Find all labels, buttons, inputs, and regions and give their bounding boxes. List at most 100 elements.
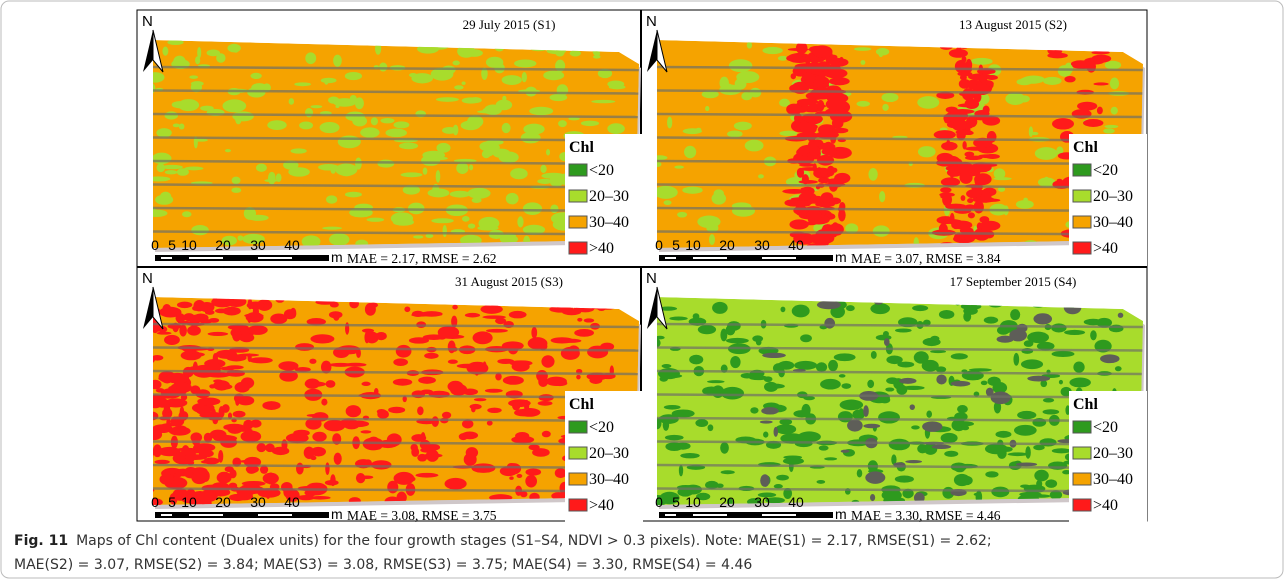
scale-label: 5 <box>672 494 680 510</box>
legend-swatch <box>568 215 588 229</box>
crop-patch <box>337 135 361 149</box>
crop-patch <box>250 72 262 80</box>
scale-gap <box>693 514 727 516</box>
crop-patch <box>763 431 769 438</box>
scale-label: 20 <box>719 494 735 510</box>
crop-patch <box>309 495 331 500</box>
field <box>657 40 1143 248</box>
crop-patch <box>991 486 1010 498</box>
crop-patch <box>413 235 424 239</box>
crop-patch <box>411 434 427 442</box>
crop-patch <box>364 331 370 344</box>
crop-patch <box>707 380 725 384</box>
scale-gap <box>161 514 172 516</box>
crop-patch <box>380 117 395 124</box>
crop-patch <box>817 124 837 135</box>
crop-patch <box>179 324 187 337</box>
crop-patch <box>398 142 419 150</box>
crop-patch <box>199 411 223 419</box>
crop-patch <box>917 96 940 109</box>
crop-patch <box>226 354 247 362</box>
crop-patch <box>499 234 519 244</box>
crop-patch <box>472 331 493 345</box>
crop-patch <box>447 380 464 393</box>
crop-patch <box>777 55 788 61</box>
crop-patch <box>663 200 672 206</box>
crop-patch <box>697 215 721 229</box>
north-label: N <box>646 13 657 30</box>
crop-patch <box>682 186 703 194</box>
crop-patch <box>1096 106 1103 115</box>
crop-patch <box>580 120 600 127</box>
crop-patch <box>705 105 710 112</box>
crop-patch <box>168 386 177 391</box>
crop-patch <box>156 163 166 173</box>
row-gap <box>153 369 639 376</box>
crop-patch <box>953 473 971 487</box>
crop-patch <box>1025 446 1031 459</box>
crop-patch <box>502 375 524 385</box>
crop-patch <box>936 374 947 385</box>
crop-patch <box>741 91 753 101</box>
north-arrow <box>143 287 153 329</box>
crop-patch <box>856 100 870 107</box>
crop-patch <box>1015 462 1038 467</box>
crop-patch <box>968 368 992 372</box>
crop-patch <box>1042 398 1055 403</box>
crop-patch <box>164 334 180 345</box>
legend-title: Chl <box>569 139 594 156</box>
crop-patch <box>1037 177 1056 187</box>
crop-patch <box>779 418 793 425</box>
scale-label: 20 <box>215 494 231 510</box>
crop-patch <box>155 388 165 393</box>
crop-patch <box>779 98 790 107</box>
legend-swatch <box>1072 472 1092 486</box>
crop-patch <box>828 57 849 67</box>
crop-patch <box>895 328 912 333</box>
crop-patch <box>970 57 993 65</box>
crop-patch <box>727 321 741 331</box>
crop-patch <box>431 218 454 224</box>
crop-patch <box>993 177 1012 181</box>
crop-patch <box>522 224 546 235</box>
crop-patch <box>482 361 487 374</box>
legend-swatch <box>1072 189 1092 203</box>
crop-patch <box>162 46 169 56</box>
scale-label: 10 <box>685 237 701 253</box>
legend-title: Chl <box>1073 139 1098 156</box>
crop-patch <box>516 473 523 478</box>
legend-label: >40 <box>1093 240 1118 257</box>
crop-patch <box>1100 354 1120 364</box>
crop-patch <box>897 361 915 368</box>
crop-patch <box>1033 313 1053 325</box>
crop-patch <box>708 234 716 246</box>
crop-patch <box>247 298 253 310</box>
crop-patch <box>375 331 387 341</box>
north-arrow <box>152 29 164 73</box>
crop-patch <box>979 216 990 224</box>
scale-label: 5 <box>672 237 680 253</box>
crop-patch <box>153 497 163 505</box>
legend-label: <20 <box>589 162 614 179</box>
legend-label: 30–40 <box>1093 471 1133 488</box>
crop-patch <box>153 176 171 182</box>
crop-patch <box>911 425 920 430</box>
crop-patch <box>954 466 965 473</box>
crop-patch <box>863 405 869 417</box>
crop-patch <box>765 497 785 504</box>
row-gap <box>153 136 639 142</box>
crop-patch <box>762 46 783 55</box>
crop-patch <box>345 405 362 418</box>
crop-patch <box>183 313 195 322</box>
crop-patch <box>1027 331 1050 344</box>
scale-label: 5 <box>168 494 176 510</box>
crop-patch <box>965 125 971 134</box>
crop-patch <box>164 398 188 408</box>
crop-patch <box>796 167 805 178</box>
crop-patch <box>481 67 488 80</box>
crop-patch <box>711 192 727 205</box>
crop-patch <box>810 57 825 62</box>
crop-patch <box>816 479 826 484</box>
crop-patch <box>359 475 374 480</box>
crop-patch <box>304 381 326 387</box>
